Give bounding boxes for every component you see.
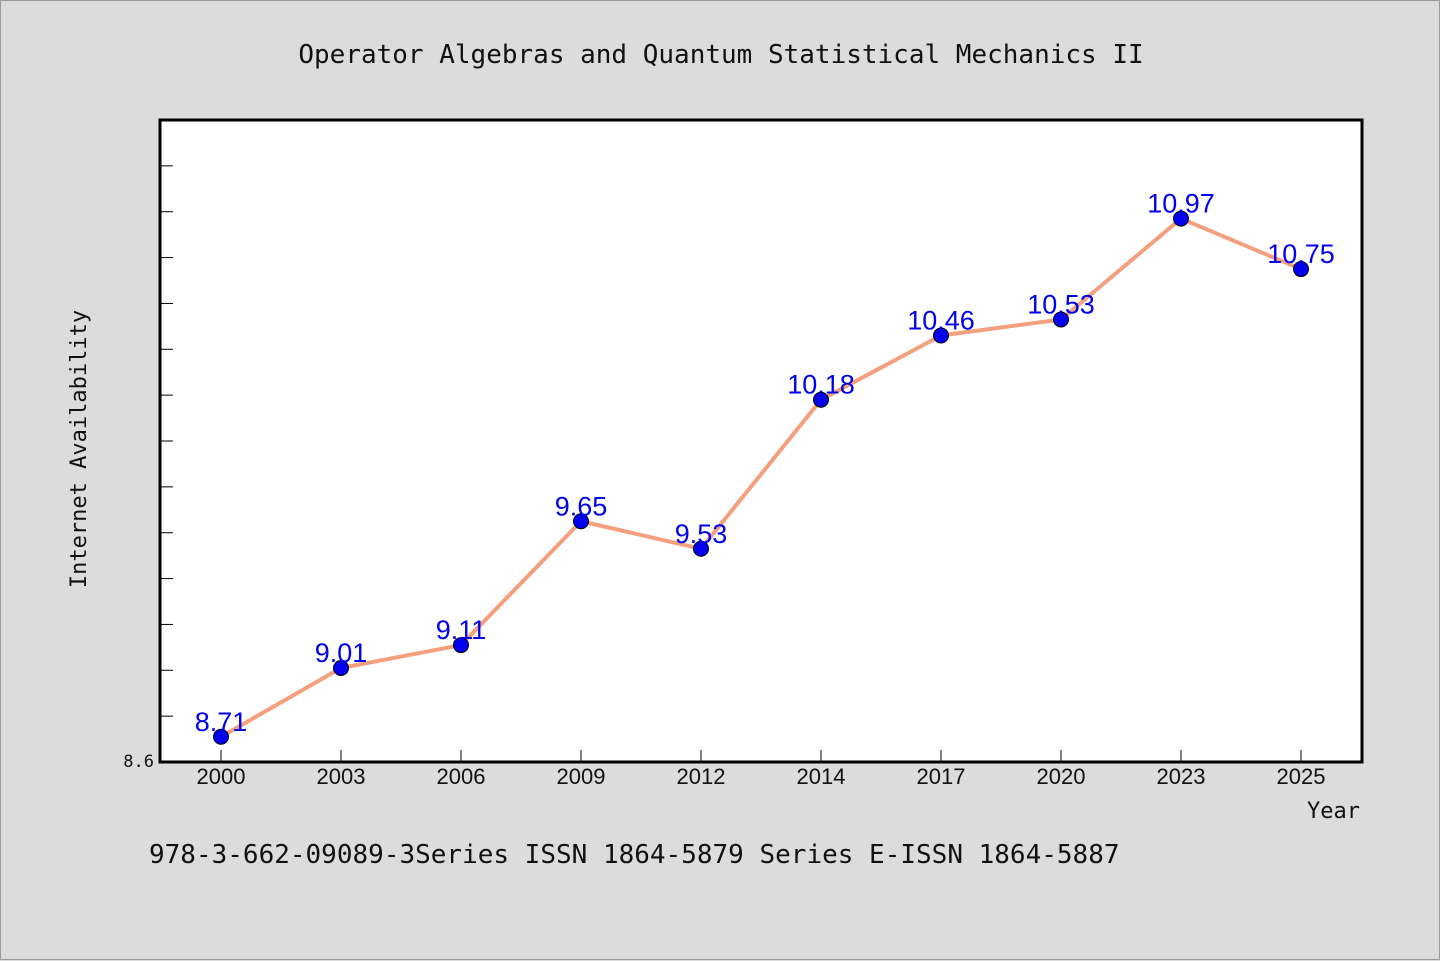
data-point — [333, 659, 349, 676]
data-point — [1173, 210, 1189, 227]
x-axis-label: Year — [1307, 799, 1360, 824]
data-point — [693, 540, 709, 557]
data-point — [933, 327, 949, 344]
chart-title: Operator Algebras and Quantum Statistica… — [298, 40, 1143, 70]
data-label: 10.75 — [1267, 239, 1335, 269]
data-point — [573, 513, 589, 530]
data-label: 9.53 — [675, 519, 728, 549]
data-label: 10.53 — [1027, 289, 1095, 319]
data-label: 10.46 — [907, 306, 975, 336]
x-tick-label: 2000 — [197, 764, 246, 789]
x-tick-label: 2012 — [677, 764, 726, 789]
x-tick-label: 2023 — [1157, 764, 1206, 789]
x-tick-label: 2009 — [557, 764, 606, 789]
data-label: 10.97 — [1147, 189, 1215, 219]
data-point — [1293, 261, 1309, 278]
y-axis-label: Internet Availability — [67, 310, 92, 588]
data-label: 9.65 — [555, 491, 608, 521]
x-tick-label: 2006 — [437, 764, 486, 789]
data-label: 8.71 — [195, 707, 248, 737]
data-point — [213, 728, 229, 745]
x-tick-label: 2003 — [317, 764, 366, 789]
x-tick-label: 2017 — [917, 764, 966, 789]
x-axis-ticks: 2000 2003 2006 2009 2012 2014 2017 2020 2023 2025 — [197, 750, 1326, 789]
data-label: 9.01 — [315, 638, 368, 668]
x-tick-label: 2014 — [797, 764, 846, 789]
x-tick-label: 2020 — [1037, 764, 1086, 789]
x-tick-label: 2025 — [1277, 764, 1326, 789]
series-line — [219, 216, 1303, 739]
footer-text: 978-3-662-09089-3Series ISSN 1864-5879 S… — [149, 840, 1120, 870]
y-axis-ticks — [160, 165, 173, 763]
series-group: 8.71 9.01 9.11 9.65 9.53 10.18 10.46 10.53 10.97… — [195, 189, 1335, 745]
data-point — [453, 637, 469, 654]
data-label: 10.18 — [787, 370, 855, 400]
data-point — [813, 391, 829, 408]
plot-area — [158, 118, 1364, 764]
data-label: 9.11 — [436, 615, 487, 645]
data-point — [1053, 311, 1069, 328]
y-tick-label-min: 8.6 — [123, 752, 154, 772]
